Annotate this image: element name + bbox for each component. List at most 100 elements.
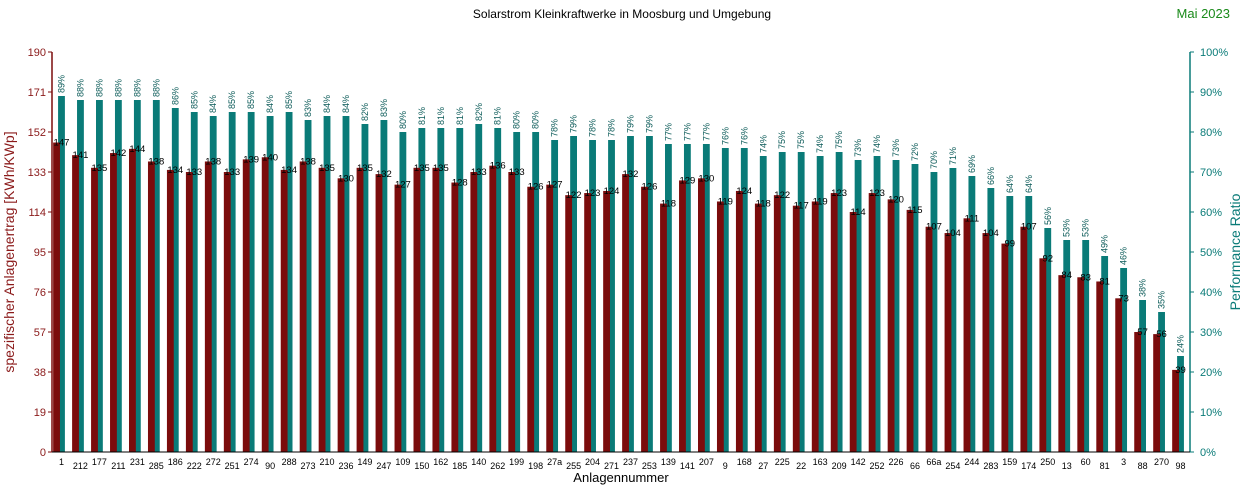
- x-tick-label: 3: [1121, 457, 1126, 467]
- yield-data-label: 119: [813, 196, 828, 207]
- yield-data-label: 138: [148, 156, 164, 167]
- x-tick-label: 237: [623, 457, 638, 467]
- y2-axis-label: Performance Ratio: [1227, 193, 1243, 310]
- ratio-bar: [665, 144, 672, 452]
- ratio-bar: [1006, 196, 1014, 452]
- yield-bar: [242, 159, 250, 453]
- x-tick-label: 236: [338, 461, 353, 471]
- x-tick-label: 207: [699, 457, 714, 467]
- ratio-bar: [816, 156, 824, 452]
- yield-data-label: 107: [926, 222, 942, 233]
- ratio-data-label: 84%: [265, 95, 275, 113]
- x-tick-label: 274: [244, 457, 259, 467]
- ratio-data-label: 84%: [208, 95, 218, 113]
- x-tick-label: 209: [832, 461, 847, 471]
- y-tick-label: 190: [28, 47, 46, 59]
- yield-bar: [868, 193, 876, 453]
- yield-data-label: 126: [528, 182, 544, 193]
- x-tick-label: 273: [301, 461, 316, 471]
- x-tick-label: 253: [642, 461, 657, 471]
- y-tick-label: 0: [40, 447, 46, 459]
- yield-data-label: 129: [679, 175, 695, 186]
- ratio-data-label: 85%: [284, 91, 294, 109]
- ratio-data-label: 84%: [341, 95, 351, 113]
- ratio-bar: [987, 188, 995, 452]
- ratio-bar: [304, 120, 312, 452]
- ratio-data-label: 74%: [872, 135, 882, 153]
- yield-bar: [944, 233, 952, 452]
- yield-bar: [91, 167, 98, 452]
- ratio-data-label: 84%: [322, 95, 332, 113]
- ratio-bar: [228, 112, 236, 452]
- yield-data-label: 141: [73, 150, 89, 161]
- yield-data-label: 123: [869, 188, 885, 199]
- yield-bar: [508, 172, 516, 452]
- y-tick-label: 57: [34, 327, 46, 339]
- ratio-bar: [247, 112, 255, 452]
- ratio-bar: [797, 152, 805, 452]
- ratio-data-label: 88%: [94, 79, 104, 97]
- x-tick-label: 27a: [547, 457, 562, 467]
- y2-tick-label: 50%: [1200, 247, 1222, 259]
- yield-data-label: 144: [129, 144, 145, 155]
- x-tick-label: 231: [130, 457, 145, 467]
- yield-data-label: 140: [262, 152, 278, 163]
- yield-bar: [584, 193, 592, 453]
- ratio-data-label: 88%: [151, 79, 161, 97]
- ratio-bar: [589, 140, 596, 452]
- yield-data-label: 134: [281, 165, 297, 176]
- ratio-data-label: 83%: [379, 99, 389, 117]
- yield-data-label: 119: [718, 196, 733, 207]
- yield-bar: [204, 161, 212, 452]
- ratio-bar: [114, 100, 122, 452]
- yield-bar: [110, 153, 117, 453]
- yield-bar: [489, 165, 497, 452]
- ratio-data-label: 82%: [474, 103, 484, 121]
- y2-tick-label: 100%: [1200, 47, 1228, 59]
- yield-data-label: 107: [1021, 222, 1037, 233]
- yield-data-label: 133: [509, 167, 525, 178]
- yield-bar: [1020, 226, 1028, 452]
- x-tick-label: 251: [225, 461, 240, 471]
- ratio-bar: [608, 140, 615, 452]
- x-tick-label: 88: [1138, 461, 1148, 471]
- x-tick-label: 226: [889, 457, 904, 467]
- ratio-data-label: 77%: [682, 123, 692, 141]
- x-tick-label: 13: [1062, 461, 1072, 471]
- x-tick-label: 225: [775, 457, 790, 467]
- ratio-bar: [1177, 356, 1184, 452]
- x-tick-label: 109: [395, 457, 410, 467]
- chart-subtitle: Mai 2023: [1176, 6, 1230, 21]
- ratio-data-label: 49%: [1100, 235, 1110, 253]
- bars-layer: 89% 147 88% 141 88% 135 88% 142 88% 144 88% 138 86% 1…: [53, 75, 1186, 453]
- x-axis-label: Anlagennummer: [573, 470, 669, 485]
- ratio-bar: [77, 100, 84, 452]
- yield-bar: [185, 172, 193, 452]
- ratio-data-label: 70%: [929, 151, 939, 169]
- ratio-data-label: 82%: [360, 103, 370, 121]
- yield-bar: [166, 169, 174, 453]
- x-tick-label: 9: [723, 461, 728, 471]
- yield-bar: [147, 161, 155, 452]
- yield-bar: [773, 195, 781, 452]
- ratio-bar: [285, 112, 293, 452]
- ratio-data-label: 86%: [170, 87, 180, 105]
- y2-tick-label: 40%: [1200, 287, 1222, 299]
- x-tick-label: 283: [983, 461, 998, 471]
- yield-data-label: 117: [794, 201, 809, 212]
- x-tick-label: 199: [509, 457, 524, 467]
- yield-bar: [830, 193, 838, 453]
- yield-bar: [754, 203, 762, 452]
- yield-data-label: 135: [433, 163, 449, 174]
- ratio-bar: [1158, 312, 1165, 452]
- ratio-data-label: 76%: [720, 127, 730, 145]
- x-tick-label: 174: [1021, 461, 1036, 471]
- yield-bar: [792, 205, 800, 452]
- y-tick-label: 152: [28, 127, 46, 139]
- y-tick-label: 171: [28, 87, 46, 99]
- ratio-bar: [266, 116, 274, 452]
- ratio-bar: [1082, 240, 1090, 452]
- yield-data-label: 104: [945, 228, 961, 239]
- ratio-data-label: 89%: [56, 75, 66, 93]
- ratio-data-label: 85%: [227, 91, 237, 109]
